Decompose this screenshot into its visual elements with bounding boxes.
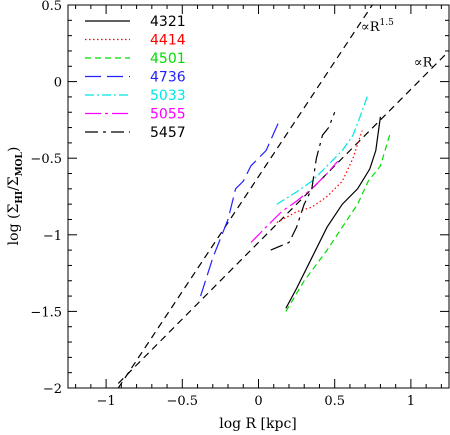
data-series — [200, 93, 391, 312]
y-tick-label: 0.5 — [41, 0, 62, 14]
legend-label-4501: 4501 — [150, 51, 186, 67]
series-line-5033 — [276, 93, 369, 205]
y-tick-label: −1.5 — [30, 305, 62, 320]
y-tick-label: 0 — [54, 76, 62, 91]
x-axis-title: log R [kpc] — [219, 416, 297, 432]
series-line-4736 — [200, 122, 279, 297]
legend: 4321 4414 4501 4736 5033 5055 5457 — [85, 14, 186, 141]
y-tick-label: −0.5 — [30, 152, 62, 167]
series-line-4321 — [285, 116, 381, 309]
axis-tick-labels: −1 −0.5 0 0.5 1 −2 −1.5 −1 −0.5 0 0.5 — [30, 0, 415, 409]
y-axis-title: log (ΣHI/ΣMOL) — [6, 147, 25, 246]
legend-label-4736: 4736 — [150, 70, 186, 86]
legend-label-5055: 5055 — [150, 107, 186, 123]
x-tick-label: −0.5 — [167, 394, 199, 409]
series-line-4501 — [285, 135, 391, 312]
y-tick-label: −2 — [43, 382, 62, 397]
reference-lines: ∝R ∝R1.5 — [117, 4, 450, 389]
reference-line — [117, 4, 373, 389]
x-tick-label: 0 — [254, 394, 262, 409]
series-line-4414 — [276, 130, 363, 224]
y-title-pre: log ( — [6, 214, 22, 246]
legend-label-4414: 4414 — [150, 33, 186, 49]
legend-label-5457: 5457 — [150, 125, 186, 141]
x-tick-label: 0.5 — [324, 394, 345, 409]
y-title-sub1: HI — [15, 191, 25, 204]
y-title-sigma1: Σ — [6, 204, 22, 214]
x-tick-label: −1 — [97, 394, 116, 409]
y-tick-label: −1 — [43, 229, 62, 244]
legend-label-5033: 5033 — [150, 88, 186, 104]
x-tick-label: 1 — [407, 394, 415, 409]
y-title-slash: / — [6, 186, 22, 191]
reference-line-label: ∝R — [414, 55, 434, 70]
y-title-sigma2: Σ — [6, 176, 22, 186]
svg-text:log (ΣHI/ΣMOL): log (ΣHI/ΣMOL) — [6, 147, 25, 246]
reference-line-label: ∝R1.5 — [361, 18, 394, 35]
axis-ticks — [68, 4, 449, 389]
series-line-5457 — [270, 111, 336, 251]
plot-frame — [67, 4, 450, 389]
y-title-post: ) — [6, 147, 22, 152]
series-line-5055 — [250, 160, 339, 243]
reference-line — [117, 50, 450, 384]
legend-label-4321: 4321 — [150, 14, 186, 30]
y-title-sub2: MOL — [15, 151, 25, 176]
